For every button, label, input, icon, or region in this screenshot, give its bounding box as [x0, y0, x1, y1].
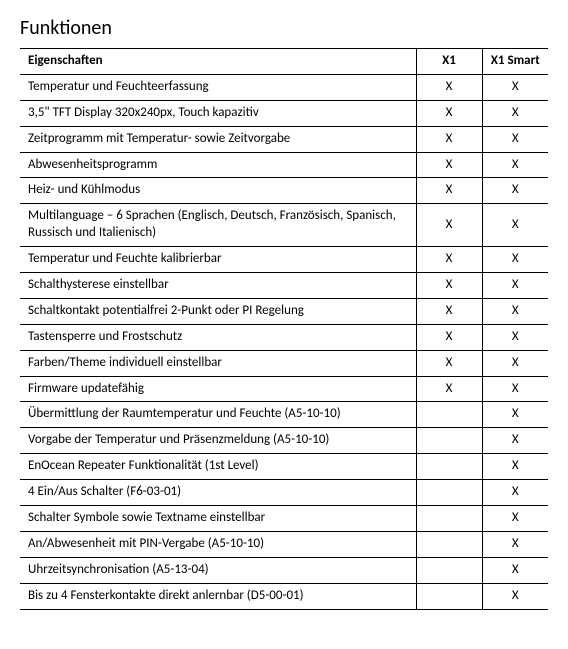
x1-cell: X: [416, 126, 482, 152]
x1smart-cell: X: [482, 583, 548, 609]
feature-cell: Übermittlung der Raumtemperatur und Feuc…: [20, 402, 416, 428]
features-table: Eigenschaften X1 X1 Smart Temperatur und…: [20, 48, 548, 610]
x1-cell: X: [416, 273, 482, 299]
x1-cell: [416, 428, 482, 454]
feature-cell: Schaltkontakt potentialfrei 2-Punkt oder…: [20, 298, 416, 324]
feature-cell: Multilanguage – 6 Sprachen (Englisch, De…: [20, 204, 416, 247]
table-row: Schalthysterese einstellbarXX: [20, 273, 548, 299]
x1smart-cell: X: [482, 74, 548, 100]
feature-cell: Temperatur und Feuchteerfassung: [20, 74, 416, 100]
table-row: Vorgabe der Temperatur und Präsenzmeldun…: [20, 428, 548, 454]
x1smart-cell: X: [482, 247, 548, 273]
table-row: Heiz- und KühlmodusXX: [20, 178, 548, 204]
x1smart-cell: X: [482, 152, 548, 178]
x1-cell: [416, 402, 482, 428]
feature-cell: Schalter Symbole sowie Textname einstell…: [20, 506, 416, 532]
table-row: Übermittlung der Raumtemperatur und Feuc…: [20, 402, 548, 428]
x1smart-cell: X: [482, 531, 548, 557]
table-row: Farben/Theme individuell einstellbarXX: [20, 350, 548, 376]
table-row: EnOcean Repeater Funktionalität (1st Lev…: [20, 454, 548, 480]
feature-cell: Abwesenheitsprogramm: [20, 152, 416, 178]
x1smart-cell: X: [482, 376, 548, 402]
table-row: Uhrzeitsynchronisation (A5-13-04) X: [20, 557, 548, 583]
x1-cell: X: [416, 74, 482, 100]
table-row: Tastensperre und FrostschutzXX: [20, 324, 548, 350]
table-row: 3,5" TFT Display 320x240px, Touch kapazi…: [20, 100, 548, 126]
x1smart-cell: X: [482, 178, 548, 204]
table-row: Bis zu 4 Fensterkontakte direkt anlernba…: [20, 583, 548, 609]
x1smart-cell: X: [482, 557, 548, 583]
x1-cell: [416, 557, 482, 583]
x1-cell: X: [416, 298, 482, 324]
x1smart-cell: X: [482, 126, 548, 152]
x1-cell: [416, 454, 482, 480]
x1smart-cell: X: [482, 100, 548, 126]
x1-cell: X: [416, 204, 482, 247]
x1smart-cell: X: [482, 454, 548, 480]
feature-cell: Temperatur und Feuchte kalibrierbar: [20, 247, 416, 273]
feature-cell: Vorgabe der Temperatur und Präsenzmeldun…: [20, 428, 416, 454]
x1smart-cell: X: [482, 204, 548, 247]
x1smart-cell: X: [482, 428, 548, 454]
col-header-feature: Eigenschaften: [20, 49, 416, 75]
x1-cell: X: [416, 247, 482, 273]
x1smart-cell: X: [482, 480, 548, 506]
table-row: Temperatur und Feuchte kalibrierbarXX: [20, 247, 548, 273]
x1smart-cell: X: [482, 324, 548, 350]
table-row: Zeitprogramm mit Temperatur- sowie Zeitv…: [20, 126, 548, 152]
feature-cell: Heiz- und Kühlmodus: [20, 178, 416, 204]
table-row: Schaltkontakt potentialfrei 2-Punkt oder…: [20, 298, 548, 324]
table-row: 4 Ein/Aus Schalter (F6-03-01) X: [20, 480, 548, 506]
table-body: Temperatur und FeuchteerfassungXX3,5" TF…: [20, 74, 548, 609]
feature-cell: Farben/Theme individuell einstellbar: [20, 350, 416, 376]
x1-cell: X: [416, 350, 482, 376]
x1-cell: X: [416, 376, 482, 402]
feature-cell: 3,5" TFT Display 320x240px, Touch kapazi…: [20, 100, 416, 126]
x1-cell: X: [416, 178, 482, 204]
x1-cell: X: [416, 152, 482, 178]
x1-cell: [416, 480, 482, 506]
table-row: AbwesenheitsprogrammXX: [20, 152, 548, 178]
feature-cell: Firmware updatefähig: [20, 376, 416, 402]
feature-cell: Zeitprogramm mit Temperatur- sowie Zeitv…: [20, 126, 416, 152]
feature-cell: Tastensperre und Frostschutz: [20, 324, 416, 350]
feature-cell: Uhrzeitsynchronisation (A5-13-04): [20, 557, 416, 583]
table-row: An/Abwesenheit mit PIN-Vergabe (A5-10-10…: [20, 531, 548, 557]
x1smart-cell: X: [482, 350, 548, 376]
table-row: Temperatur und FeuchteerfassungXX: [20, 74, 548, 100]
x1-cell: [416, 583, 482, 609]
feature-cell: Schalthysterese einstellbar: [20, 273, 416, 299]
table-row: Firmware updatefähigXX: [20, 376, 548, 402]
page-title: Funktionen: [20, 16, 548, 40]
table-row: Schalter Symbole sowie Textname einstell…: [20, 506, 548, 532]
x1smart-cell: X: [482, 506, 548, 532]
x1-cell: [416, 506, 482, 532]
x1smart-cell: X: [482, 402, 548, 428]
feature-cell: 4 Ein/Aus Schalter (F6-03-01): [20, 480, 416, 506]
x1smart-cell: X: [482, 298, 548, 324]
x1-cell: X: [416, 100, 482, 126]
feature-cell: An/Abwesenheit mit PIN-Vergabe (A5-10-10…: [20, 531, 416, 557]
col-header-x1: X1: [416, 49, 482, 75]
table-row: Multilanguage – 6 Sprachen (Englisch, De…: [20, 204, 548, 247]
col-header-x1smart: X1 Smart: [482, 49, 548, 75]
x1-cell: X: [416, 324, 482, 350]
feature-cell: EnOcean Repeater Funktionalität (1st Lev…: [20, 454, 416, 480]
x1smart-cell: X: [482, 273, 548, 299]
x1-cell: [416, 531, 482, 557]
feature-cell: Bis zu 4 Fensterkontakte direkt anlernba…: [20, 583, 416, 609]
table-header-row: Eigenschaften X1 X1 Smart: [20, 49, 548, 75]
